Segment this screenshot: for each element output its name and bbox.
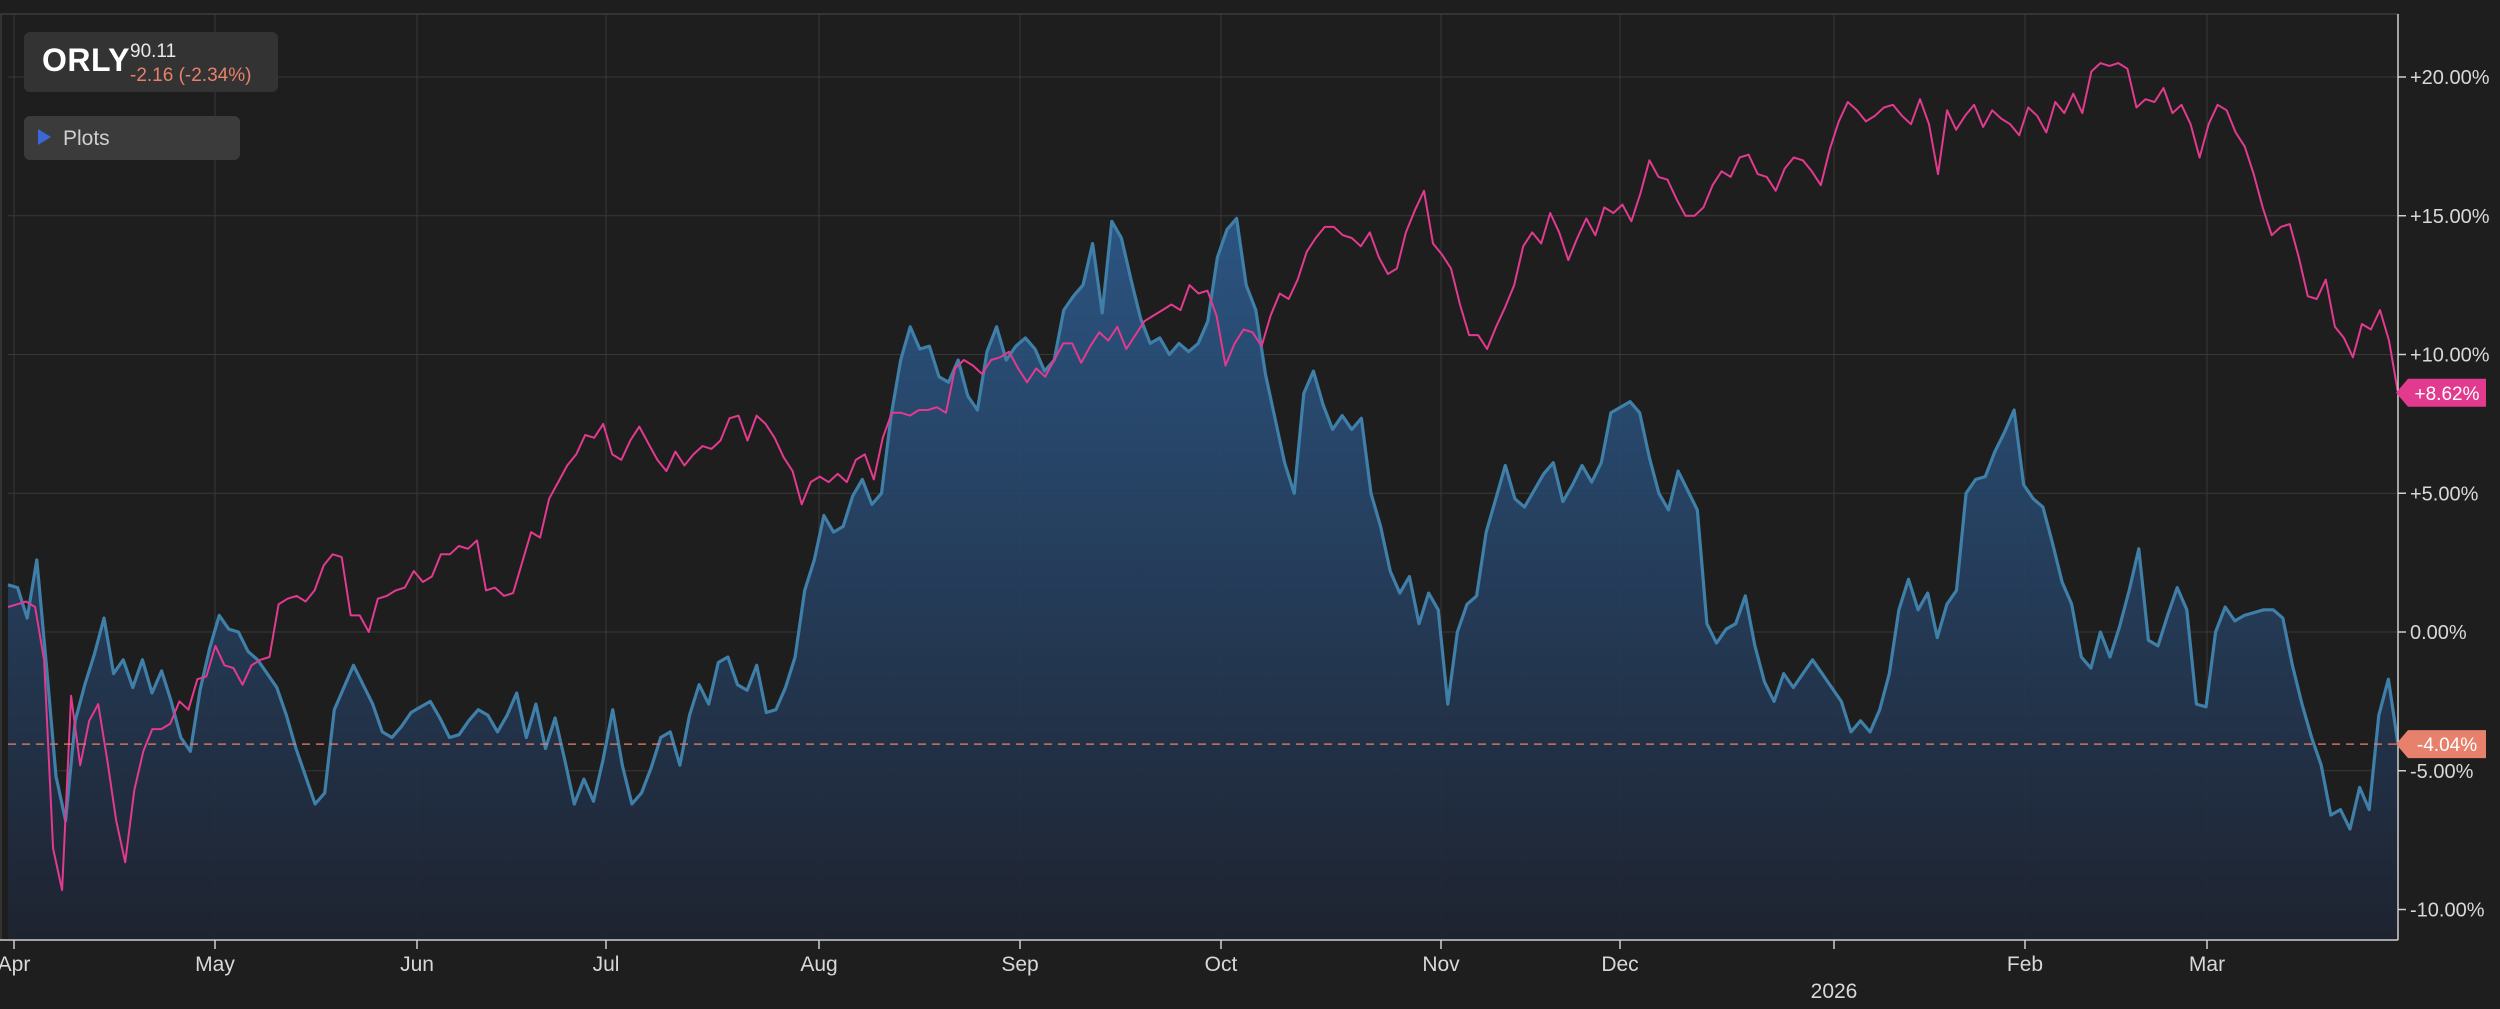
year-label: 2026 xyxy=(1811,980,1858,1003)
comparison-value-label: +8.62% xyxy=(2415,384,2480,405)
y-tick-label: +5.00% xyxy=(2410,483,2479,505)
x-tick-label: May xyxy=(195,953,235,976)
comparison-line xyxy=(7,62,2399,892)
x-tick-label: Jul xyxy=(593,953,620,976)
x-tick-label: Sep xyxy=(1001,953,1038,976)
ticker-info-box[interactable]: ORLY 90.11 -2.16 (-2.34%) xyxy=(24,32,278,92)
y-tick-label: +10.00% xyxy=(2410,345,2490,367)
comparison-value-label-bg xyxy=(2396,378,2486,407)
play-triangle-icon xyxy=(38,129,51,145)
plots-button-label: Plots xyxy=(63,127,110,150)
area-fill xyxy=(8,218,2398,940)
y-tick-label: -10.00% xyxy=(2410,900,2485,922)
x-tick-label: Apr xyxy=(0,953,30,976)
plots-button[interactable]: Plots xyxy=(24,116,240,160)
x-tick-label: Dec xyxy=(1601,953,1638,976)
current-value-label-bg xyxy=(2396,730,2486,759)
x-tick-label: Mar xyxy=(2189,953,2225,976)
y-tick-label: -5.00% xyxy=(2410,761,2474,783)
price-area-series xyxy=(7,216,2400,940)
x-tick-label: Oct xyxy=(1205,953,1238,976)
y-tick-label: +20.00% xyxy=(2410,67,2490,89)
axes: Apr May Jun Jul Aug Sep Oct Nov Dec Feb Mar 2026 +20… xyxy=(0,14,2490,1003)
comparison-line-series xyxy=(7,62,2399,892)
ticker-symbol: ORLY xyxy=(42,42,130,78)
x-tick-label: Jun xyxy=(400,953,434,976)
y-tick-label: 0.00% xyxy=(2410,622,2467,644)
current-value-label: -4.04% xyxy=(2417,735,2477,756)
x-tick-label: Aug xyxy=(800,953,837,976)
ticker-change: -2.16 (-2.34%) xyxy=(130,65,252,86)
x-tick-label: Feb xyxy=(2007,953,2043,976)
y-tick-label: +15.00% xyxy=(2410,206,2490,228)
ticker-price: 90.11 xyxy=(130,41,177,62)
current-value-markers: -4.04% +8.62% xyxy=(8,378,2486,759)
x-tick-label: Nov xyxy=(1422,953,1460,976)
area-line xyxy=(7,216,2400,831)
